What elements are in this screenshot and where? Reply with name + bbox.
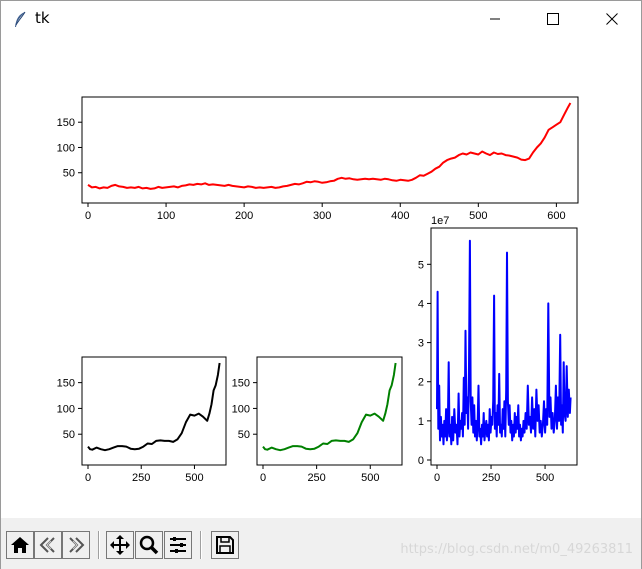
subplot-4-ytick-label: 1: [418, 416, 424, 428]
figure-canvas[interactable]: 0 100 200 300 400 500 600 50 100 150 0 250 500 50 100 1…: [1, 37, 641, 517]
subplot-1-xtick-label: 500: [469, 210, 487, 222]
configure-subplots-button[interactable]: [164, 531, 192, 559]
subplot-1-xtick-label: 0: [85, 210, 91, 222]
subplot-1-xtick-label: 200: [235, 210, 253, 222]
save-icon: [216, 536, 234, 554]
home-button[interactable]: [6, 531, 34, 559]
subplot-4-xtick-label: 500: [536, 472, 554, 484]
close-icon: [606, 13, 618, 25]
subplot-1-ytick-label: 150: [57, 117, 75, 129]
subplot-1-series-line: [87, 102, 572, 190]
watermark-text: https://blog.csdn.net/m0_49263811: [400, 542, 633, 557]
minimize-button[interactable]: [472, 1, 518, 37]
subplot-4-ytick-label: 3: [418, 338, 424, 350]
subplot-1-xtick-label: 100: [157, 210, 175, 222]
subplot-4-series-line: [436, 239, 572, 446]
toolbar-separator: [200, 531, 202, 559]
close-button[interactable]: [589, 1, 635, 37]
subplot-2-xtick-label: 0: [85, 472, 91, 484]
subplot-4-frame: [430, 227, 578, 466]
subplot-4-ytick-label: 5: [418, 259, 424, 271]
subplot-3-xtick-label: 250: [307, 472, 325, 484]
subplot-3-xtick-label: 500: [361, 472, 379, 484]
subplot-3-ytick-label: 150: [232, 378, 250, 390]
maximize-button[interactable]: [530, 1, 576, 37]
back-button[interactable]: [34, 531, 62, 559]
subplot-4-ytick-label: 2: [418, 377, 424, 389]
subplot-1-xtick-label: 300: [313, 210, 331, 222]
subplot-4-ytick-label: 4: [418, 298, 424, 310]
subplot-3-series-line: [262, 362, 397, 452]
save-button[interactable]: [211, 531, 239, 559]
navigation-toolbar: https://blog.csdn.net/m0_49263811: [1, 518, 641, 569]
subplot-2-series-line: [87, 362, 221, 452]
subplot-4-xtick-label: 0: [434, 472, 440, 484]
subplot-2-ytick-label: 50: [63, 429, 75, 441]
configure-subplots-icon: [170, 537, 186, 553]
subplot-3-frame: [256, 356, 403, 466]
pan-icon: [110, 535, 130, 555]
subplot-2-xtick-label: 250: [132, 472, 150, 484]
home-icon: [11, 537, 29, 553]
subplot-2-ytick-label: 100: [57, 403, 75, 415]
title-bar: tk: [1, 1, 641, 37]
subplot-4-xtick-label: 250: [482, 472, 500, 484]
subplot-2-ytick-label: 150: [57, 378, 75, 390]
toolbar-separator: [98, 531, 100, 559]
subplot-4-offset-text: 1e7: [431, 215, 449, 227]
forward-icon: [69, 537, 85, 553]
window-title: tk: [35, 9, 50, 27]
subplot-1-xtick-label: 400: [391, 210, 409, 222]
subplot-3-xtick-label: 0: [260, 472, 266, 484]
subplot-2-xtick-label: 500: [185, 472, 203, 484]
maximize-icon: [547, 13, 559, 25]
subplot-3-ytick-label: 100: [232, 403, 250, 415]
minimize-icon: [490, 18, 500, 20]
subplot-1-xtick-label: 600: [547, 210, 565, 222]
forward-button[interactable]: [62, 531, 90, 559]
subplot-1-ytick-label: 50: [63, 168, 75, 180]
zoom-button[interactable]: [135, 531, 163, 559]
back-icon: [39, 537, 55, 553]
subplot-4-ytick-label: 0: [418, 455, 424, 467]
subplot-3-ytick-label: 50: [238, 429, 250, 441]
subplot-1-ytick-label: 100: [57, 142, 75, 154]
tk-feather-icon: [15, 11, 26, 27]
zoom-icon: [139, 535, 159, 555]
pan-button[interactable]: [106, 531, 134, 559]
subplot-2-frame: [81, 356, 227, 466]
subplot-1-frame: [81, 96, 579, 204]
